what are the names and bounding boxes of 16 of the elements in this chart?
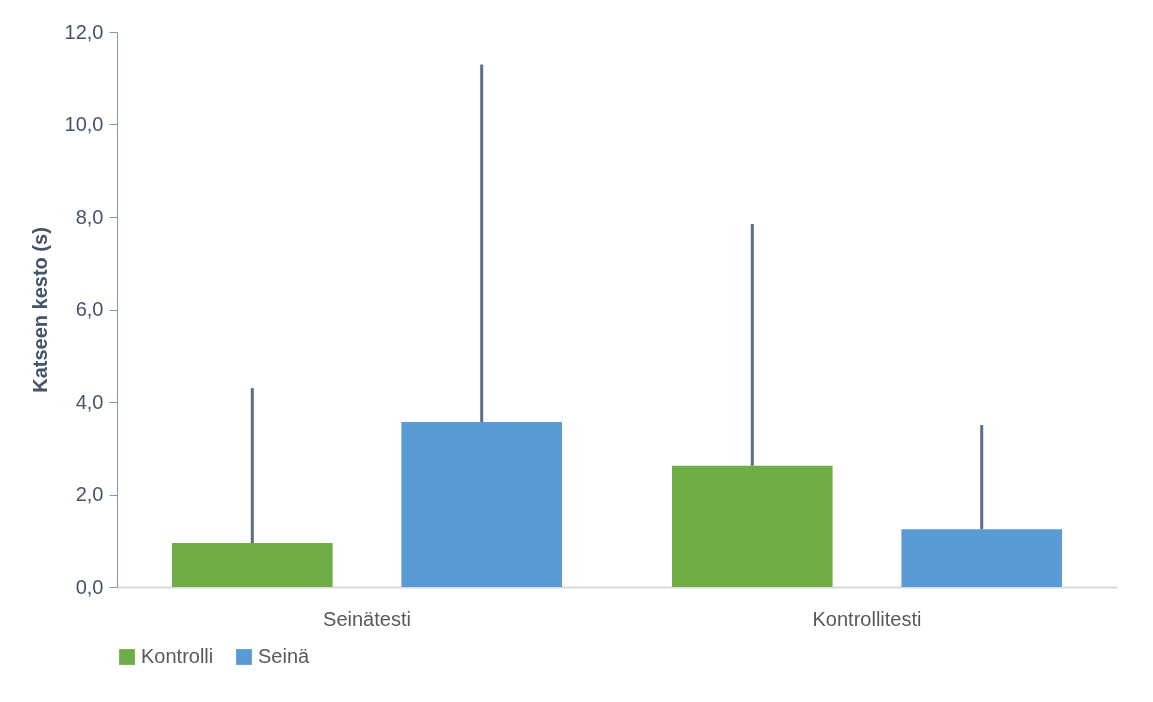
y-tick-label: 2,0 <box>75 483 104 505</box>
bar <box>901 529 1062 587</box>
x-tick-label: Kontrollitesti <box>812 607 922 630</box>
bar <box>401 421 562 587</box>
y-tick-label: 4,0 <box>75 390 104 413</box>
bar <box>172 543 333 587</box>
y-tick-label: 12,0 <box>64 20 104 43</box>
y-tick-label: 0,0 <box>75 575 104 598</box>
y-tick-label: 8,0 <box>75 205 104 228</box>
legend-label: Seinä <box>258 645 311 667</box>
y-tick-label: 10,0 <box>64 113 104 135</box>
bar <box>672 465 833 587</box>
y-axis-title: Katseen kesto (s) <box>28 227 51 393</box>
y-tick-label: 6,0 <box>75 298 104 320</box>
legend-label: Kontrolli <box>141 645 214 667</box>
x-tick-label: Seinätesti <box>323 607 411 630</box>
